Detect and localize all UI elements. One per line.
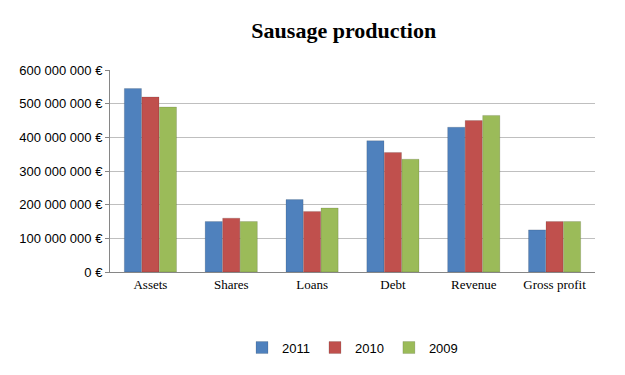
svg-text:Gross profit: Gross profit bbox=[523, 277, 586, 292]
svg-text:2010: 2010 bbox=[355, 341, 384, 356]
svg-text:2011: 2011 bbox=[282, 341, 310, 356]
svg-text:100 000 000 €: 100 000 000 € bbox=[19, 231, 103, 246]
svg-text:300 000 000 €: 300 000 000 € bbox=[19, 164, 103, 179]
svg-text:Debt: Debt bbox=[380, 277, 406, 292]
svg-text:Loans: Loans bbox=[296, 277, 328, 292]
svg-text:500 000 000 €: 500 000 000 € bbox=[19, 96, 103, 111]
svg-text:2009: 2009 bbox=[429, 341, 458, 356]
svg-text:0 €: 0 € bbox=[84, 265, 103, 280]
svg-text:Shares: Shares bbox=[214, 277, 249, 292]
svg-text:Sausage production: Sausage production bbox=[251, 18, 436, 43]
svg-text:200 000 000 €: 200 000 000 € bbox=[19, 197, 103, 212]
svg-text:Assets: Assets bbox=[133, 277, 167, 292]
svg-text:Revenue: Revenue bbox=[451, 277, 497, 292]
svg-text:600 000 000 €: 600 000 000 € bbox=[19, 63, 103, 78]
svg-text:400 000 000 €: 400 000 000 € bbox=[19, 130, 103, 145]
